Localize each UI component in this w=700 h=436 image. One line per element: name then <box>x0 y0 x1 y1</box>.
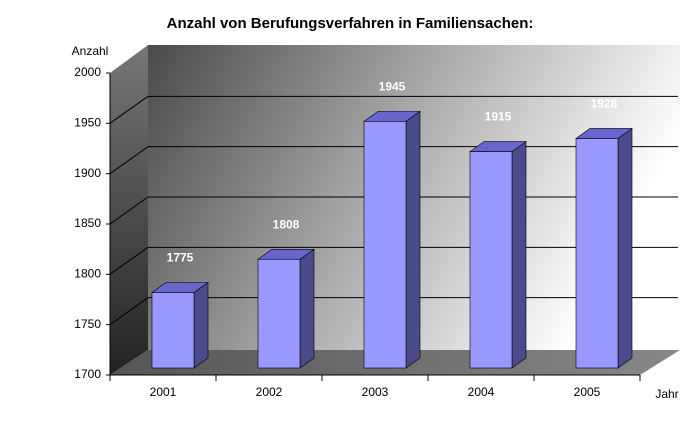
bar <box>575 138 619 369</box>
grid-line-side <box>109 95 149 124</box>
bar <box>257 258 301 369</box>
value-label: 1928 <box>591 97 618 111</box>
bar <box>363 121 407 369</box>
x-tick-label: 2003 <box>362 385 389 399</box>
x-axis-label: Jahr <box>655 387 678 401</box>
bar <box>151 292 195 369</box>
bar-side <box>299 248 315 369</box>
bar-side <box>193 281 209 369</box>
value-label: 1775 <box>167 251 194 265</box>
y-tick-label: 1700 <box>74 367 101 381</box>
x-tick-label: 2002 <box>256 385 283 399</box>
bar-side <box>617 127 633 369</box>
y-tick-label: 1850 <box>74 216 101 230</box>
bar <box>469 151 513 369</box>
y-axis-label: Anzahl <box>72 44 109 58</box>
y-tick-label: 1800 <box>74 267 101 281</box>
y-tick-label: 1950 <box>74 116 101 130</box>
x-tick-label: 2001 <box>150 385 177 399</box>
grid-line-side <box>109 196 149 225</box>
value-label: 1945 <box>379 80 406 94</box>
bar-side <box>405 110 421 369</box>
value-label: 1915 <box>485 110 512 124</box>
y-tick-label: 2000 <box>74 65 101 79</box>
grid-line-side <box>109 297 149 326</box>
bar-side <box>511 140 527 369</box>
x-tick-label: 2004 <box>468 385 495 399</box>
chart-title: Anzahl von Berufungsverfahren in Familie… <box>167 15 534 32</box>
y-tick-label: 1900 <box>74 166 101 180</box>
grid-line-side <box>109 146 149 175</box>
grid-line-side <box>109 246 149 275</box>
y-tick-label: 1750 <box>74 317 101 331</box>
value-label: 1808 <box>273 217 300 231</box>
x-tick-label: 2005 <box>574 385 601 399</box>
